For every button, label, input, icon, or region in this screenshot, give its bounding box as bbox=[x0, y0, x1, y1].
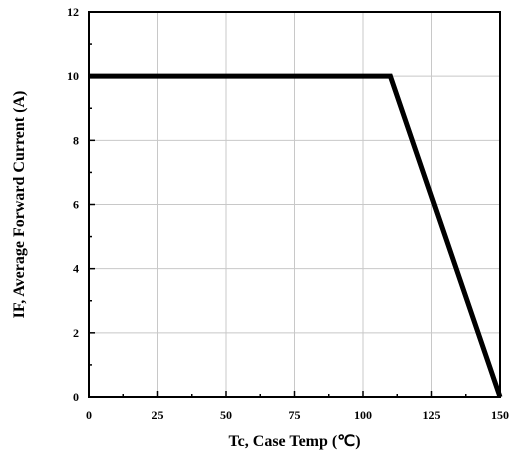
tick-labels: 0 25 50 75 100 125 150 0 2 4 6 8 10 12 bbox=[67, 5, 509, 422]
y-tick-label: 12 bbox=[67, 5, 79, 19]
y-tick-label: 6 bbox=[73, 198, 79, 212]
x-tick-label: 50 bbox=[220, 408, 232, 422]
y-tick-label: 8 bbox=[73, 133, 79, 147]
x-tick-label: 25 bbox=[152, 408, 164, 422]
y-axis-title: IF, Average Forward Current (A) bbox=[11, 91, 28, 319]
y-tick-label: 2 bbox=[73, 326, 79, 340]
x-tick-label: 100 bbox=[354, 408, 372, 422]
y-tick-label: 0 bbox=[73, 390, 79, 404]
series-layer bbox=[89, 73, 503, 398]
x-tick-label: 0 bbox=[86, 408, 92, 422]
axis-ticks bbox=[88, 11, 501, 398]
x-axis-title: Tc, Case Temp (℃) bbox=[228, 433, 360, 450]
grid bbox=[89, 12, 500, 397]
y-tick-label: 4 bbox=[73, 262, 79, 276]
x-tick-label: 75 bbox=[289, 408, 301, 422]
derating-curve bbox=[89, 73, 503, 398]
x-tick-label: 150 bbox=[491, 408, 509, 422]
x-tick-label: 125 bbox=[423, 408, 441, 422]
y-tick-label: 10 bbox=[67, 69, 79, 83]
